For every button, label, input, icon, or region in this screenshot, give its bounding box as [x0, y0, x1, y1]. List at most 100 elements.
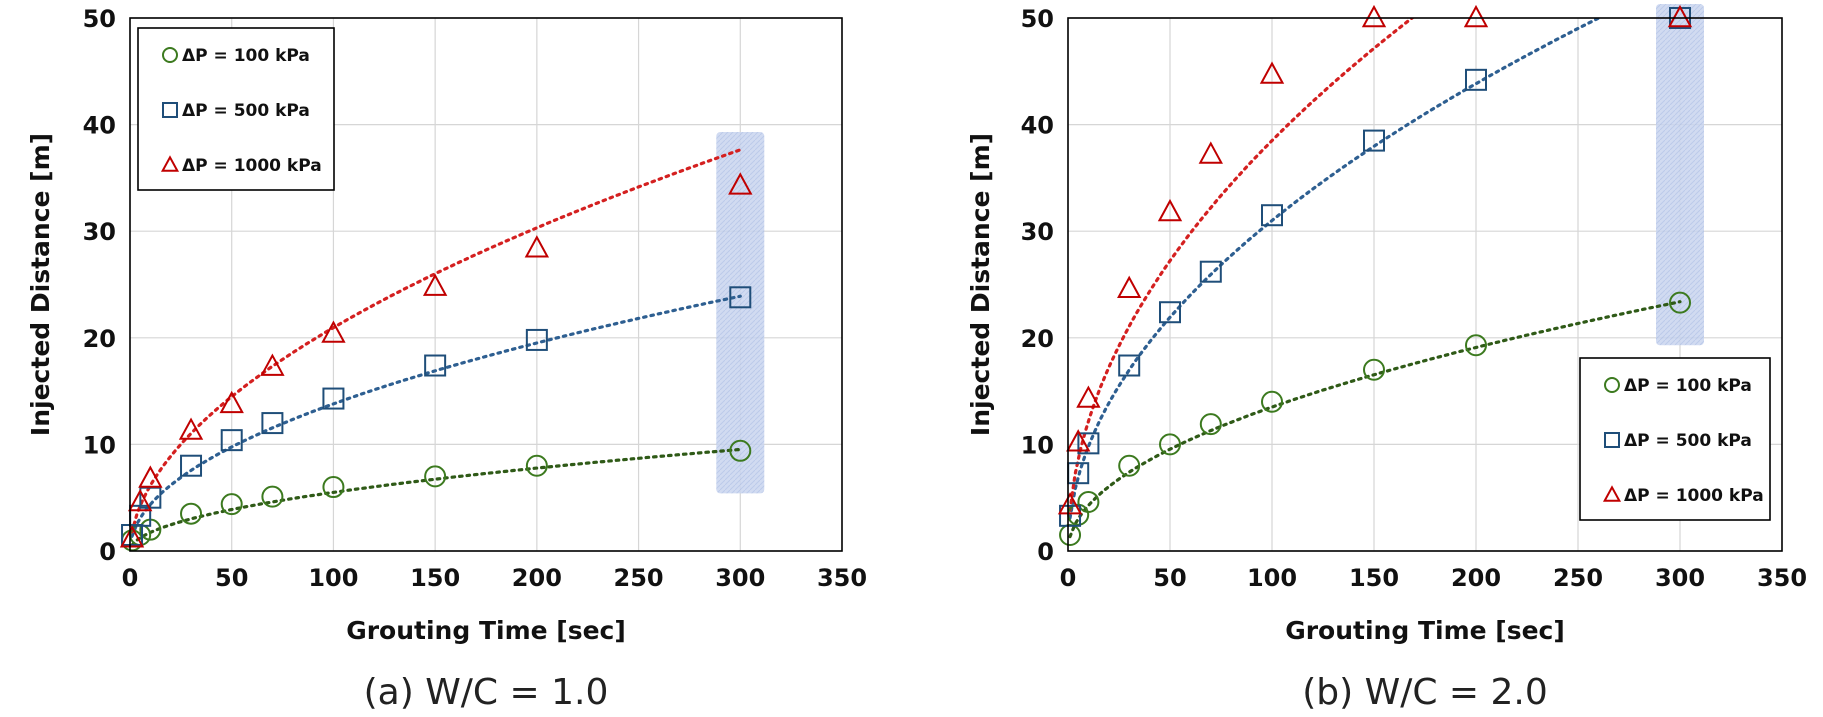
x-tick-label: 300 — [1655, 564, 1705, 592]
y-tick-label: 20 — [1021, 325, 1054, 353]
x-tick-label: 350 — [1757, 564, 1807, 592]
data-point — [729, 439, 752, 462]
data-point — [424, 354, 447, 377]
legend-box — [1579, 357, 1771, 521]
legend-marker — [1602, 485, 1622, 502]
data-point — [525, 454, 548, 477]
data-point — [1259, 61, 1285, 84]
data-point — [1199, 413, 1222, 436]
x-tick-label: 50 — [1153, 564, 1186, 592]
y-tick-label: 30 — [83, 218, 116, 246]
legend: ΔP = 100 kPa ΔP = 500 kPa ΔP = 1000 kPa — [137, 27, 335, 191]
data-point — [1066, 429, 1091, 452]
data-point — [1199, 260, 1222, 283]
x-tick-label: 100 — [1247, 564, 1297, 592]
data-point — [1117, 275, 1142, 299]
data-point — [1465, 334, 1487, 357]
x-tick-label: 250 — [614, 564, 664, 592]
data-point — [1667, 4, 1693, 28]
data-point — [1361, 4, 1387, 28]
data-point — [1159, 433, 1181, 456]
data-point — [1159, 301, 1181, 324]
data-point — [524, 235, 550, 258]
legend-marker — [162, 47, 178, 63]
data-point — [424, 465, 447, 488]
data-point — [1118, 354, 1141, 377]
data-point — [260, 353, 285, 376]
data-point — [119, 525, 145, 548]
chart-panel-1: 0 50 100 150 200 250 300 350 0 10 20 30 40 50 Grouting… — [26, 5, 867, 713]
y-tick-label: 10 — [83, 431, 116, 459]
legend-label: ΔP = 1000 kPa — [1624, 486, 1764, 506]
series-2 — [1059, 7, 1691, 527]
data-point — [1057, 492, 1083, 515]
y-tick-label: 50 — [83, 5, 116, 33]
data-point — [1463, 4, 1489, 28]
chart-panel-2: 0 50 100 150 200 250 300 350 0 10 20 30 40 50 Grouting… — [966, 4, 1807, 713]
data-point — [1669, 291, 1691, 314]
y-axis-label: Injected Distance [m] — [966, 133, 995, 436]
y-tick-label: 40 — [83, 112, 116, 140]
plot-frame — [1067, 17, 1783, 552]
data-point — [138, 465, 163, 488]
x-tick-label: 300 — [715, 564, 765, 592]
x-tick-label: 100 — [308, 564, 358, 592]
data-point — [728, 172, 753, 195]
legend-box — [137, 27, 335, 191]
data-point — [525, 328, 548, 351]
data-point — [729, 286, 752, 309]
plot-frame — [129, 17, 843, 552]
data-point — [219, 390, 244, 414]
data-point — [322, 387, 345, 410]
y-tick-label: 20 — [83, 325, 116, 353]
series-3 — [1057, 4, 1693, 515]
x-tick-label: 0 — [1060, 564, 1077, 592]
highlight-band — [1656, 4, 1704, 346]
data-point — [1077, 432, 1100, 455]
chart-caption: (a) W/C = 1.0 — [364, 672, 609, 713]
data-point — [1465, 68, 1487, 91]
data-point — [422, 273, 448, 296]
legend-marker — [162, 102, 178, 118]
trend-line-1 — [1068, 300, 1682, 539]
highlight-band — [716, 132, 765, 494]
x-tick-label: 350 — [817, 564, 867, 592]
data-point — [1059, 504, 1082, 527]
legend-label: ΔP = 500 kPa — [182, 101, 310, 121]
trend-line-2 — [1068, 18, 1603, 520]
data-point — [321, 320, 346, 343]
data-point — [322, 476, 345, 499]
data-point — [127, 488, 153, 512]
x-tick-label: 200 — [1451, 564, 1501, 592]
trend-line-1 — [130, 447, 742, 547]
x-tick-label: 200 — [512, 564, 562, 592]
data-point — [1261, 204, 1283, 227]
x-axis-label: Grouting Time [sec] — [346, 616, 626, 645]
y-tick-label: 50 — [1021, 5, 1054, 33]
data-point — [1261, 390, 1283, 413]
data-point — [178, 417, 204, 440]
legend-label: ΔP = 100 kPa — [1624, 376, 1752, 396]
data-point — [180, 502, 203, 525]
legend-marker — [160, 155, 180, 172]
x-tick-label: 150 — [410, 564, 460, 592]
x-axis-label: Grouting Time [sec] — [1285, 616, 1565, 645]
data-point — [1363, 358, 1385, 381]
x-tick-label: 0 — [122, 564, 139, 592]
data-point — [261, 485, 284, 508]
x-tick-label: 150 — [1349, 564, 1399, 592]
legend-label: ΔP = 1000 kPa — [182, 156, 322, 176]
series-1 — [1059, 291, 1691, 547]
data-point — [220, 429, 243, 452]
legend-marker — [1604, 432, 1620, 448]
y-tick-label: 40 — [1021, 112, 1054, 140]
series-3 — [119, 172, 753, 548]
data-point — [220, 493, 243, 516]
y-tick-label: 10 — [1021, 431, 1054, 459]
data-point — [180, 454, 203, 477]
data-point — [1157, 198, 1183, 222]
x-tick-label: 50 — [215, 564, 248, 592]
y-tick-label: 30 — [1021, 218, 1054, 246]
y-axis-label: Injected Distance [m] — [26, 133, 55, 436]
